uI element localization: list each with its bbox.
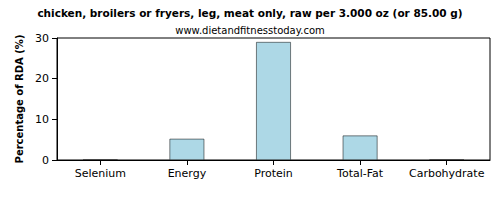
svg-text:10: 10 xyxy=(35,113,49,126)
svg-text:chicken, broilers or fryers, l: chicken, broilers or fryers, leg, meat o… xyxy=(37,7,462,19)
svg-text:Total-Fat: Total-Fat xyxy=(336,167,384,180)
svg-text:20: 20 xyxy=(35,72,49,85)
svg-text:Carbohydrate: Carbohydrate xyxy=(409,167,485,180)
svg-text:30: 30 xyxy=(35,32,49,45)
svg-text:Percentage of RDA (%): Percentage of RDA (%) xyxy=(14,35,25,164)
svg-text:Protein: Protein xyxy=(254,167,293,180)
svg-text:www.dietandfitnesstoday.com: www.dietandfitnesstoday.com xyxy=(175,25,324,36)
svg-text:0: 0 xyxy=(42,154,49,167)
svg-text:Selenium: Selenium xyxy=(75,167,126,180)
svg-text:Energy: Energy xyxy=(168,167,207,180)
